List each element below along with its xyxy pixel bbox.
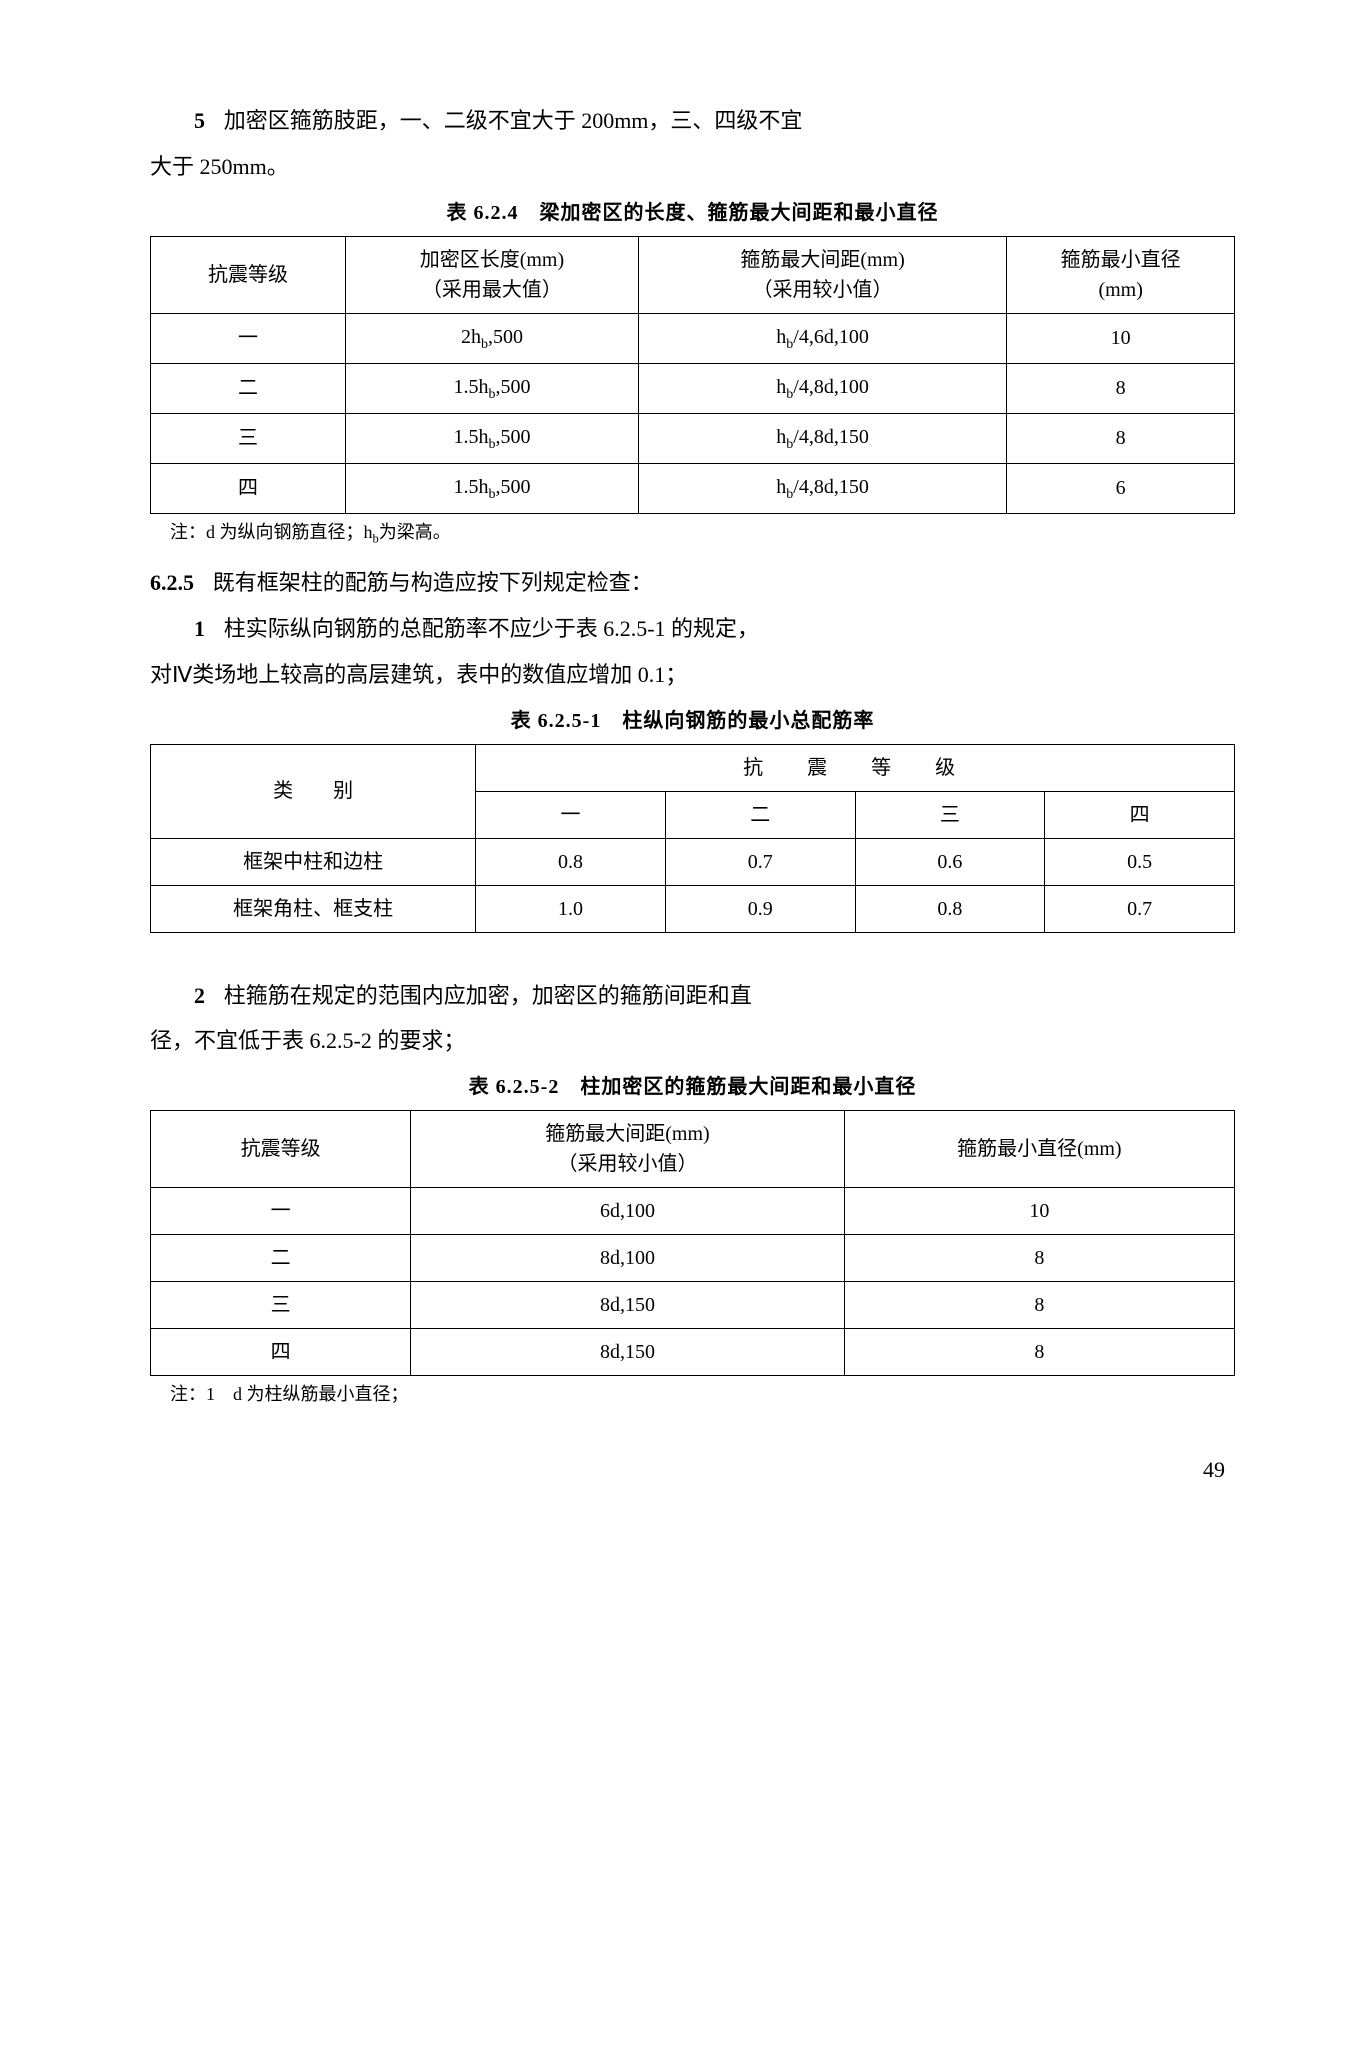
table-cell: 一: [151, 313, 346, 363]
table-row: 一6d,10010: [151, 1188, 1235, 1235]
table-cell: 8d,100: [411, 1235, 845, 1282]
table3-body: 一6d,10010二8d,1008三8d,1508四8d,1508: [151, 1188, 1235, 1376]
table-cell: 10: [1007, 313, 1235, 363]
table2-rowhead: 类 别: [151, 744, 476, 838]
table-cell: hb/4,6d,100: [638, 313, 1007, 363]
para-5: 5 加密区箍筋肢距，一、二级不宜大于 200mm，三、四级不宜: [150, 100, 1235, 142]
table-cell: 二: [151, 363, 346, 413]
table-row: 二1.5hb,500hb/4,8d,1008: [151, 363, 1235, 413]
table-cell: 1.0: [476, 885, 666, 932]
table-cell: 四: [151, 463, 346, 513]
section-625: 6.2.5 既有框架柱的配筋与构造应按下列规定检查：: [150, 562, 1235, 604]
table1-note: 注：d 为纵向钢筋直径；hb为梁高。: [170, 518, 1235, 549]
table-row: 框架中柱和边柱0.80.70.60.5: [151, 838, 1235, 885]
para-625-1-line2: 对Ⅳ类场地上较高的高层建筑，表中的数值应增加 0.1；: [150, 654, 1235, 696]
table1: 抗震等级 加密区长度(mm)（采用最大值） 箍筋最大间距(mm)（采用较小值） …: [150, 236, 1235, 514]
para-625-1: 1 柱实际纵向钢筋的总配筋率不应少于表 6.2.5-1 的规定，: [150, 608, 1235, 650]
table-row: 二8d,1008: [151, 1235, 1235, 1282]
section-625-text: 既有框架柱的配筋与构造应按下列规定检查：: [213, 570, 653, 595]
table-cell: 8: [1007, 413, 1235, 463]
table3-caption: 表 6.2.5-2 柱加密区的箍筋最大间距和最小直径: [150, 1068, 1235, 1106]
table-cell: 8: [1007, 363, 1235, 413]
para-625-1-num: 1: [194, 616, 218, 641]
table3-h1: 箍筋最大间距(mm)（采用较小值）: [411, 1111, 845, 1188]
table-cell: 8: [844, 1329, 1234, 1376]
para-625-2-num: 2: [194, 983, 218, 1008]
table-cell: 10: [844, 1188, 1234, 1235]
table-cell: 1.5hb,500: [346, 413, 639, 463]
para-625-2-line2: 径，不宜低于表 6.2.5-2 的要求；: [150, 1020, 1235, 1062]
para-625-1-text-a: 柱实际纵向钢筋的总配筋率不应少于表 6.2.5-1 的规定，: [224, 616, 759, 641]
table-row: 三1.5hb,500hb/4,8d,1508: [151, 413, 1235, 463]
table-cell: 6: [1007, 463, 1235, 513]
table2: 类 别 抗 震 等 级 一 二 三 四 框架中柱和边柱0.80.70.60.5框…: [150, 744, 1235, 933]
section-625-num: 6.2.5: [150, 570, 207, 595]
table-cell: 0.7: [665, 838, 855, 885]
table-cell: 1.5hb,500: [346, 363, 639, 413]
table-cell: 一: [151, 1188, 411, 1235]
table-cell: 三: [151, 413, 346, 463]
table-cell: 8: [844, 1282, 1234, 1329]
table2-sh1: 二: [665, 791, 855, 838]
table-cell: 三: [151, 1282, 411, 1329]
table2-sh0: 一: [476, 791, 666, 838]
table2-body: 框架中柱和边柱0.80.70.60.5框架角柱、框支柱1.00.90.80.7: [151, 838, 1235, 932]
table3: 抗震等级 箍筋最大间距(mm)（采用较小值） 箍筋最小直径(mm) 一6d,10…: [150, 1110, 1235, 1376]
table-cell: 0.5: [1045, 838, 1235, 885]
table1-body: 一2hb,500hb/4,6d,10010二1.5hb,500hb/4,8d,1…: [151, 313, 1235, 513]
table1-h1: 加密区长度(mm)（采用最大值）: [346, 236, 639, 313]
table1-h0: 抗震等级: [151, 236, 346, 313]
table-row: 四8d,1508: [151, 1329, 1235, 1376]
table-cell: 0.8: [476, 838, 666, 885]
table3-header-row: 抗震等级 箍筋最大间距(mm)（采用较小值） 箍筋最小直径(mm): [151, 1111, 1235, 1188]
table-cell: 6d,100: [411, 1188, 845, 1235]
table3-h2: 箍筋最小直径(mm): [844, 1111, 1234, 1188]
table-row: 框架角柱、框支柱1.00.90.80.7: [151, 885, 1235, 932]
table2-sh3: 四: [1045, 791, 1235, 838]
table-cell: 0.8: [855, 885, 1045, 932]
table3-h0: 抗震等级: [151, 1111, 411, 1188]
table-cell: 1.5hb,500: [346, 463, 639, 513]
table-cell: 8d,150: [411, 1329, 845, 1376]
table1-h2: 箍筋最大间距(mm)（采用较小值）: [638, 236, 1007, 313]
para-5-num: 5: [194, 108, 218, 133]
table-cell: hb/4,8d,100: [638, 363, 1007, 413]
table2-caption: 表 6.2.5-1 柱纵向钢筋的最小总配筋率: [150, 702, 1235, 740]
table-cell: 2hb,500: [346, 313, 639, 363]
para-625-2: 2 柱箍筋在规定的范围内应加密，加密区的箍筋间距和直: [150, 975, 1235, 1017]
table2-tophead: 抗 震 等 级: [476, 744, 1235, 791]
table-cell: hb/4,8d,150: [638, 413, 1007, 463]
table-cell: 0.6: [855, 838, 1045, 885]
table1-header-row: 抗震等级 加密区长度(mm)（采用最大值） 箍筋最大间距(mm)（采用较小值） …: [151, 236, 1235, 313]
table1-caption: 表 6.2.4 梁加密区的长度、箍筋最大间距和最小直径: [150, 194, 1235, 232]
table-row: 三8d,1508: [151, 1282, 1235, 1329]
table-cell: 四: [151, 1329, 411, 1376]
table-cell: 8d,150: [411, 1282, 845, 1329]
table-cell: 8: [844, 1235, 1234, 1282]
table2-sh2: 三: [855, 791, 1045, 838]
para-625-2-text-a: 柱箍筋在规定的范围内应加密，加密区的箍筋间距和直: [224, 983, 752, 1008]
table-cell: 0.7: [1045, 885, 1235, 932]
para-5-line2: 大于 250mm。: [150, 146, 1235, 188]
page-number: 49: [150, 1449, 1235, 1491]
table3-note: 注：1 d 为柱纵筋最小直径；: [170, 1380, 1235, 1409]
table2-header-row1: 类 别 抗 震 等 级: [151, 744, 1235, 791]
table1-h3: 箍筋最小直径(mm): [1007, 236, 1235, 313]
table-cell: 0.9: [665, 885, 855, 932]
table-cell: hb/4,8d,150: [638, 463, 1007, 513]
table-row: 一2hb,500hb/4,6d,10010: [151, 313, 1235, 363]
table-cell: 二: [151, 1235, 411, 1282]
table-cell: 框架中柱和边柱: [151, 838, 476, 885]
table-row: 四1.5hb,500hb/4,8d,1506: [151, 463, 1235, 513]
table-cell: 框架角柱、框支柱: [151, 885, 476, 932]
para-5-text-a: 加密区箍筋肢距，一、二级不宜大于 200mm，三、四级不宜: [224, 108, 803, 133]
